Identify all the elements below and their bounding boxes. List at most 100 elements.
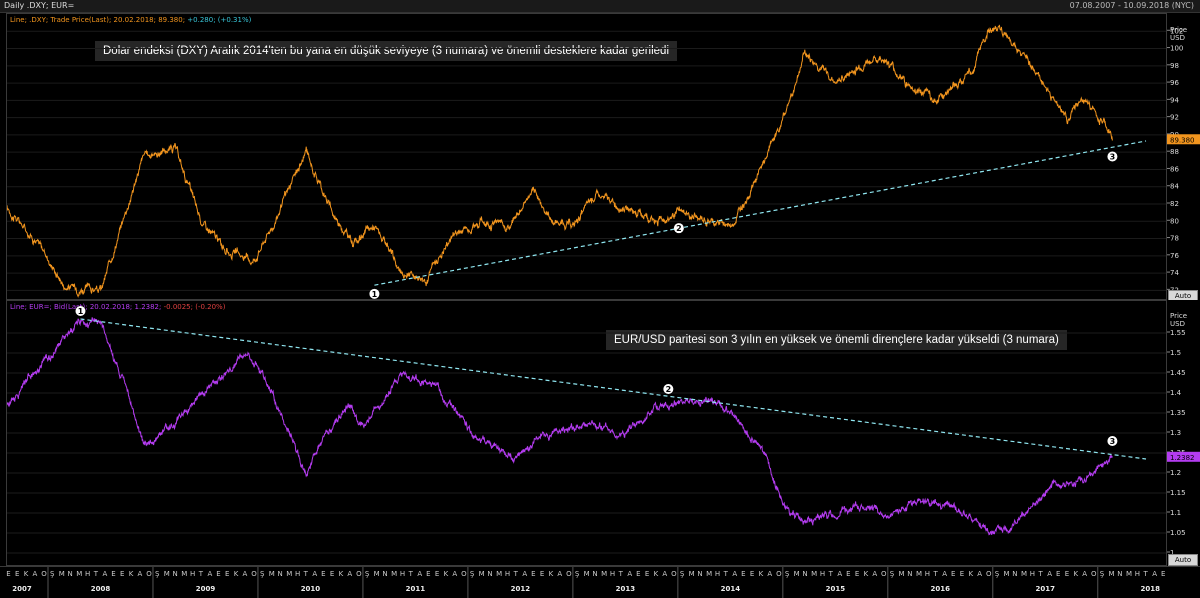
year-label: 2010 bbox=[301, 585, 321, 593]
month-label: A bbox=[1082, 570, 1087, 578]
eur-legend-text: Line; EUR=; Bid(Last); 20.02.2018; 1.238… bbox=[10, 303, 162, 311]
month-label: T bbox=[933, 570, 939, 578]
chart-title: Daily .DXY; EUR= bbox=[4, 1, 75, 10]
month-label: M bbox=[164, 570, 170, 578]
eur-panel[interactable]: Line; EUR=; Bid(Last); 20.02.2018; 1.238… bbox=[6, 300, 1168, 566]
month-label: M bbox=[601, 570, 607, 578]
window-header: Daily .DXY; EUR= 07.08.2007 - 10.09.2018… bbox=[0, 0, 1200, 13]
month-label: M bbox=[181, 570, 187, 578]
month-label: E bbox=[1065, 570, 1069, 578]
dxy-ytick-label: 86 bbox=[1170, 165, 1179, 173]
month-label: E bbox=[741, 570, 745, 578]
month-label: Ş bbox=[365, 570, 370, 578]
dxy-ytick-label: 102 bbox=[1170, 27, 1183, 35]
month-label: E bbox=[330, 570, 334, 578]
month-label: M bbox=[269, 570, 275, 578]
month-label: M bbox=[899, 570, 905, 578]
eur-ytick-label: 1 bbox=[1170, 549, 1174, 557]
eur-legend-change: -0.0025; (-0.20%) bbox=[163, 303, 226, 311]
eur-marker-2: 2 bbox=[663, 384, 674, 394]
month-label: E bbox=[120, 570, 124, 578]
month-label: K bbox=[969, 570, 974, 578]
month-label: H bbox=[820, 570, 825, 578]
month-label: N bbox=[1117, 570, 1122, 578]
dxy-legend: Line; .DXY; Trade Price(Last); 20.02.201… bbox=[10, 16, 251, 24]
month-label: Ş bbox=[1100, 570, 1105, 578]
month-label: M bbox=[1021, 570, 1027, 578]
month-label: A bbox=[662, 570, 667, 578]
eur-auto-button[interactable]: Auto bbox=[1168, 554, 1198, 566]
svg-text:3: 3 bbox=[1110, 437, 1116, 446]
month-label: H bbox=[715, 570, 720, 578]
month-label: E bbox=[750, 570, 754, 578]
eur-price-label: Price bbox=[1170, 312, 1188, 320]
eur-last-value-tag bbox=[1167, 451, 1200, 462]
month-label: E bbox=[426, 570, 430, 578]
month-label: E bbox=[645, 570, 649, 578]
month-label: M bbox=[286, 570, 292, 578]
month-label: E bbox=[1161, 570, 1165, 578]
dxy-legend-change: +0.280; (+0.31%) bbox=[187, 16, 252, 24]
month-label: E bbox=[531, 570, 535, 578]
dxy-marker-1: 1 bbox=[369, 288, 380, 299]
month-label: Ş bbox=[260, 570, 265, 578]
month-label: M bbox=[1004, 570, 1010, 578]
month-label: K bbox=[24, 570, 29, 578]
month-label: T bbox=[93, 570, 99, 578]
month-label: H bbox=[1135, 570, 1140, 578]
eur-ytick-label: 1.55 bbox=[1170, 329, 1186, 337]
dxy-marker-3: 3 bbox=[1107, 151, 1118, 162]
dxy-ytick-label: 92 bbox=[1170, 114, 1179, 122]
month-label: Ş bbox=[785, 570, 790, 578]
year-label: 2014 bbox=[721, 585, 741, 593]
month-label: E bbox=[951, 570, 955, 578]
svg-text:3: 3 bbox=[1110, 153, 1116, 162]
month-label: N bbox=[277, 570, 282, 578]
dxy-ytick-label: 78 bbox=[1170, 235, 1179, 243]
dxy-chart: 1 2 3 bbox=[7, 24, 1167, 299]
month-label: E bbox=[6, 570, 10, 578]
month-label: O bbox=[986, 570, 992, 578]
eur-price-unit: USD bbox=[1170, 320, 1185, 328]
eur-marker-1: 1 bbox=[75, 306, 86, 316]
month-label: A bbox=[102, 570, 107, 578]
dxy-ytick-label: 94 bbox=[1170, 96, 1179, 104]
eur-ytick-label: 1.15 bbox=[1170, 489, 1186, 497]
eur-chart: 1 2 3 bbox=[7, 306, 1167, 554]
month-label: E bbox=[846, 570, 850, 578]
month-label: A bbox=[977, 570, 982, 578]
month-label: O bbox=[251, 570, 257, 578]
month-label: K bbox=[444, 570, 449, 578]
eur-series-line bbox=[7, 317, 1113, 536]
month-label: T bbox=[723, 570, 729, 578]
month-label: M bbox=[59, 570, 65, 578]
month-label: K bbox=[1074, 570, 1079, 578]
month-label: A bbox=[312, 570, 317, 578]
eur-ytick-label: 1.3 bbox=[1170, 429, 1181, 437]
svg-text:1: 1 bbox=[372, 290, 378, 299]
month-label: E bbox=[855, 570, 859, 578]
month-label: K bbox=[864, 570, 869, 578]
month-label: T bbox=[1143, 570, 1149, 578]
eur-ytick-label: 1.2 bbox=[1170, 469, 1181, 477]
month-label: K bbox=[339, 570, 344, 578]
month-label: M bbox=[1109, 570, 1115, 578]
eur-ytick-label: 1.1 bbox=[1170, 509, 1181, 517]
month-label: T bbox=[828, 570, 834, 578]
eur-price-title: Price USD bbox=[1170, 312, 1187, 328]
month-label: M bbox=[76, 570, 82, 578]
dxy-price-label: Price bbox=[1170, 26, 1188, 34]
month-label: A bbox=[1047, 570, 1052, 578]
month-label: O bbox=[146, 570, 152, 578]
dxy-ytick-label: 82 bbox=[1170, 200, 1179, 208]
month-label: E bbox=[636, 570, 640, 578]
eur-last-value: 1.2382 bbox=[1170, 454, 1195, 462]
dxy-panel[interactable]: Line; .DXY; Trade Price(Last); 20.02.201… bbox=[6, 13, 1168, 300]
month-label: A bbox=[1152, 570, 1157, 578]
month-label: A bbox=[837, 570, 842, 578]
month-label: E bbox=[111, 570, 115, 578]
month-label: Ş bbox=[680, 570, 685, 578]
year-label: 2012 bbox=[511, 585, 531, 593]
month-label: M bbox=[811, 570, 817, 578]
